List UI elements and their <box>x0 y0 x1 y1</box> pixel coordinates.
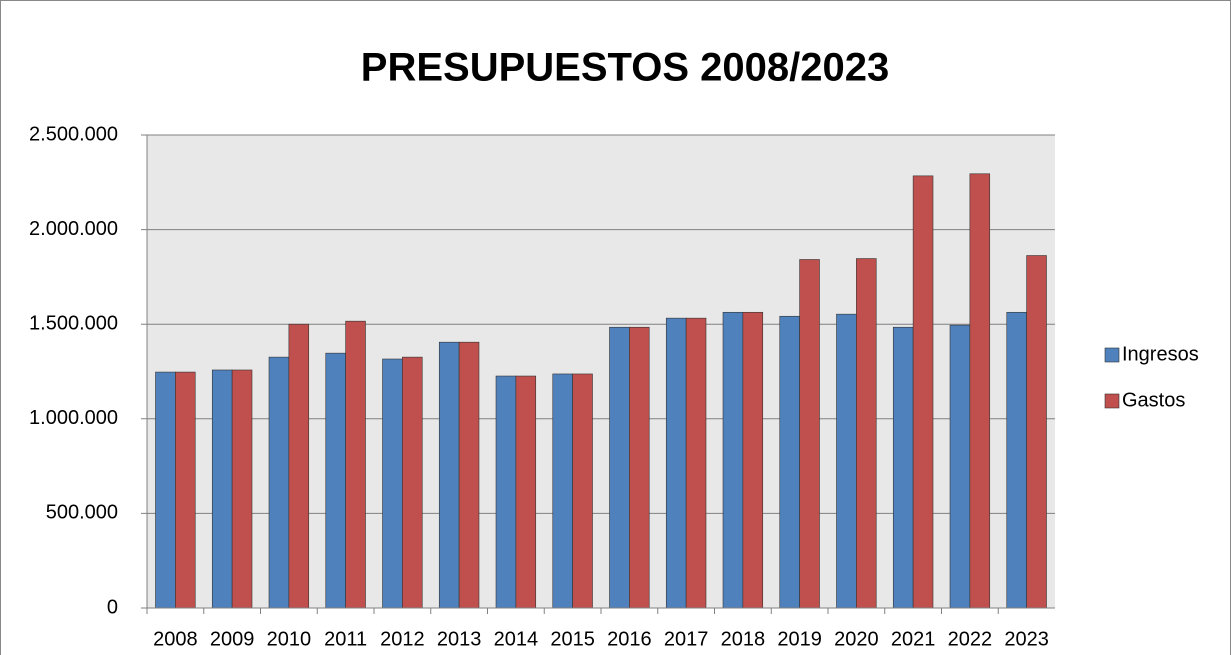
bar <box>552 373 573 609</box>
x-tick-label: 2011 <box>324 628 367 650</box>
legend-swatch <box>1104 347 1120 363</box>
bar <box>836 313 857 609</box>
legend-label: Ingresos <box>1122 343 1199 365</box>
bar <box>779 315 800 609</box>
bar <box>288 323 310 609</box>
bar <box>325 352 346 609</box>
x-tick-label: 2023 <box>1004 628 1049 650</box>
y-tick-label: 1.000.000 <box>29 407 118 429</box>
x-tick-label: 2020 <box>834 628 879 650</box>
x-tick-label: 2016 <box>607 628 652 650</box>
x-tick-label: 2009 <box>210 628 255 650</box>
bar <box>515 375 537 609</box>
x-tick-label: 2014 <box>494 628 539 650</box>
bar <box>722 311 744 609</box>
x-tick-label: 2013 <box>437 628 482 650</box>
bar <box>609 326 630 609</box>
bar <box>912 175 934 609</box>
bar <box>572 373 593 609</box>
x-tick-label: 2008 <box>153 628 198 650</box>
bar <box>345 320 366 609</box>
y-tick-label: 2.500.000 <box>29 123 118 145</box>
y-tick-label: 1.500.000 <box>29 312 118 334</box>
x-tick-label: 2012 <box>380 628 425 650</box>
x-tick-label: 2022 <box>948 628 993 650</box>
bar <box>1026 255 1047 609</box>
bar <box>458 341 480 609</box>
bar <box>742 311 764 609</box>
y-tick-label: 2.000.000 <box>29 218 118 240</box>
chart-title: PRESUPUESTOS 2008/2023 <box>361 46 889 90</box>
bar <box>856 258 877 609</box>
bar <box>155 371 176 609</box>
bar <box>799 259 820 609</box>
y-tick-label: 0 <box>107 596 118 618</box>
bar <box>495 375 517 609</box>
bar <box>949 324 971 609</box>
bar <box>268 356 290 609</box>
bar <box>211 369 233 609</box>
bar <box>1006 311 1027 609</box>
bar <box>438 341 460 609</box>
bar <box>231 369 253 609</box>
bar <box>969 173 991 609</box>
x-tick-label: 2017 <box>664 628 709 650</box>
bar <box>402 356 423 609</box>
bar <box>382 358 403 609</box>
x-tick-label: 2018 <box>721 628 766 650</box>
x-tick-label: 2010 <box>267 628 312 650</box>
x-tick-label: 2015 <box>550 628 595 650</box>
bar <box>892 326 914 609</box>
bar <box>175 371 196 609</box>
x-tick-label: 2019 <box>777 628 822 650</box>
bar <box>665 317 687 609</box>
bar <box>629 326 650 609</box>
y-tick-label: 500.000 <box>46 502 118 524</box>
legend-label: Gastos <box>1122 389 1185 411</box>
bar <box>685 317 707 609</box>
legend-swatch <box>1104 393 1120 409</box>
x-tick-label: 2021 <box>891 628 936 650</box>
